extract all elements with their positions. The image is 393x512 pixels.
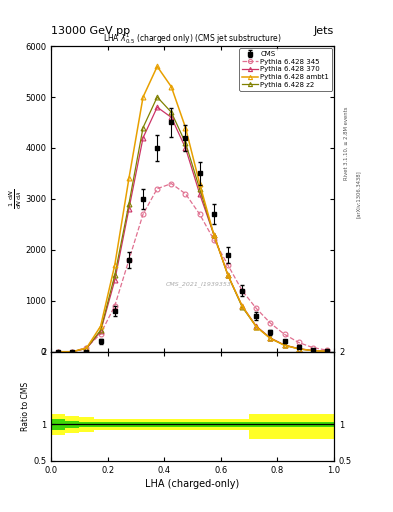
Pythia 6.428 z2	[84, 345, 89, 351]
Pythia 6.428 z2	[226, 272, 230, 279]
Pythia 6.428 z2	[112, 272, 117, 279]
Pythia 6.428 345	[296, 339, 301, 346]
Y-axis label: $\frac{1}{\mathrm{d}N}\frac{\mathrm{d}N}{\mathrm{d}\lambda}$: $\frac{1}{\mathrm{d}N}\frac{\mathrm{d}N}…	[7, 188, 24, 209]
Pythia 6.428 ambt1	[169, 84, 174, 90]
Pythia 6.428 z2	[268, 335, 273, 342]
Pythia 6.428 ambt1	[112, 262, 117, 268]
Title: LHA $\lambda^{1}_{0.5}$ (charged only) (CMS jet substructure): LHA $\lambda^{1}_{0.5}$ (charged only) (…	[103, 31, 282, 46]
Pythia 6.428 345	[169, 181, 174, 187]
Pythia 6.428 z2	[127, 201, 131, 207]
Text: [arXiv:1306.3438]: [arXiv:1306.3438]	[356, 170, 361, 219]
Pythia 6.428 z2	[197, 186, 202, 192]
Pythia 6.428 370	[112, 278, 117, 284]
Pythia 6.428 z2	[56, 349, 61, 355]
Text: 13000 GeV pp: 13000 GeV pp	[51, 26, 130, 36]
Pythia 6.428 345	[155, 186, 160, 192]
Pythia 6.428 345	[254, 305, 259, 311]
Pythia 6.428 z2	[155, 94, 160, 100]
Pythia 6.428 ambt1	[84, 345, 89, 351]
Pythia 6.428 z2	[70, 349, 75, 355]
Y-axis label: Ratio to CMS: Ratio to CMS	[21, 381, 30, 431]
Pythia 6.428 345	[56, 349, 61, 355]
Line: Pythia 6.428 370: Pythia 6.428 370	[56, 105, 329, 354]
Pythia 6.428 370	[169, 114, 174, 120]
Pythia 6.428 370	[211, 231, 216, 238]
Pythia 6.428 345	[268, 320, 273, 326]
Pythia 6.428 345	[84, 345, 89, 351]
Pythia 6.428 370	[183, 145, 188, 151]
Pythia 6.428 370	[268, 335, 273, 341]
Pythia 6.428 370	[56, 349, 61, 355]
Pythia 6.428 z2	[254, 324, 259, 330]
Pythia 6.428 ambt1	[155, 63, 160, 70]
Pythia 6.428 370	[240, 303, 244, 309]
Pythia 6.428 345	[112, 303, 117, 309]
Pythia 6.428 345	[211, 237, 216, 243]
Pythia 6.428 370	[254, 323, 259, 329]
Pythia 6.428 370	[310, 348, 315, 354]
Pythia 6.428 ambt1	[240, 303, 244, 309]
Pythia 6.428 370	[127, 206, 131, 212]
Pythia 6.428 ambt1	[226, 272, 230, 279]
Pythia 6.428 ambt1	[254, 324, 259, 330]
Pythia 6.428 z2	[310, 348, 315, 354]
Line: Pythia 6.428 345: Pythia 6.428 345	[56, 181, 329, 354]
Pythia 6.428 345	[183, 190, 188, 197]
Text: Rivet 3.1.10, ≥ 2.8M events: Rivet 3.1.10, ≥ 2.8M events	[344, 106, 349, 180]
Pythia 6.428 z2	[282, 342, 287, 348]
Pythia 6.428 345	[282, 331, 287, 337]
Pythia 6.428 345	[70, 349, 75, 355]
Pythia 6.428 ambt1	[282, 342, 287, 348]
Pythia 6.428 345	[240, 287, 244, 293]
Pythia 6.428 ambt1	[127, 176, 131, 182]
Line: Pythia 6.428 z2: Pythia 6.428 z2	[56, 95, 329, 354]
Pythia 6.428 ambt1	[310, 348, 315, 354]
Pythia 6.428 z2	[296, 346, 301, 352]
Pythia 6.428 345	[226, 262, 230, 268]
Legend: CMS, Pythia 6.428 345, Pythia 6.428 370, Pythia 6.428 ambt1, Pythia 6.428 z2: CMS, Pythia 6.428 345, Pythia 6.428 370,…	[239, 48, 332, 91]
Pythia 6.428 345	[141, 211, 145, 217]
Pythia 6.428 z2	[141, 124, 145, 131]
Pythia 6.428 ambt1	[56, 349, 61, 355]
Pythia 6.428 370	[197, 190, 202, 197]
Pythia 6.428 ambt1	[296, 346, 301, 352]
Pythia 6.428 z2	[211, 231, 216, 238]
Pythia 6.428 370	[282, 342, 287, 348]
Pythia 6.428 345	[197, 211, 202, 217]
Pythia 6.428 370	[70, 349, 75, 355]
Pythia 6.428 z2	[183, 140, 188, 146]
X-axis label: LHA (charged-only): LHA (charged-only)	[145, 479, 240, 489]
Text: Jets: Jets	[314, 26, 334, 36]
Pythia 6.428 z2	[98, 327, 103, 333]
Pythia 6.428 345	[127, 257, 131, 263]
Pythia 6.428 ambt1	[183, 124, 188, 131]
Pythia 6.428 ambt1	[325, 348, 329, 354]
Pythia 6.428 370	[296, 346, 301, 352]
Pythia 6.428 370	[141, 135, 145, 141]
Pythia 6.428 370	[155, 104, 160, 110]
Line: Pythia 6.428 ambt1: Pythia 6.428 ambt1	[56, 64, 329, 354]
Pythia 6.428 345	[325, 347, 329, 353]
Pythia 6.428 ambt1	[141, 94, 145, 100]
Pythia 6.428 ambt1	[70, 349, 75, 355]
Pythia 6.428 ambt1	[211, 231, 216, 238]
Pythia 6.428 z2	[240, 304, 244, 310]
Pythia 6.428 ambt1	[268, 335, 273, 342]
Pythia 6.428 z2	[325, 348, 329, 354]
Pythia 6.428 z2	[169, 109, 174, 115]
Pythia 6.428 370	[325, 348, 329, 354]
Text: CMS_2021_I1939353: CMS_2021_I1939353	[165, 282, 231, 287]
Pythia 6.428 ambt1	[197, 181, 202, 187]
Pythia 6.428 345	[310, 345, 315, 351]
Pythia 6.428 370	[98, 328, 103, 334]
Pythia 6.428 ambt1	[98, 323, 103, 329]
Pythia 6.428 370	[226, 272, 230, 279]
Pythia 6.428 345	[98, 331, 103, 337]
Pythia 6.428 370	[84, 346, 89, 352]
